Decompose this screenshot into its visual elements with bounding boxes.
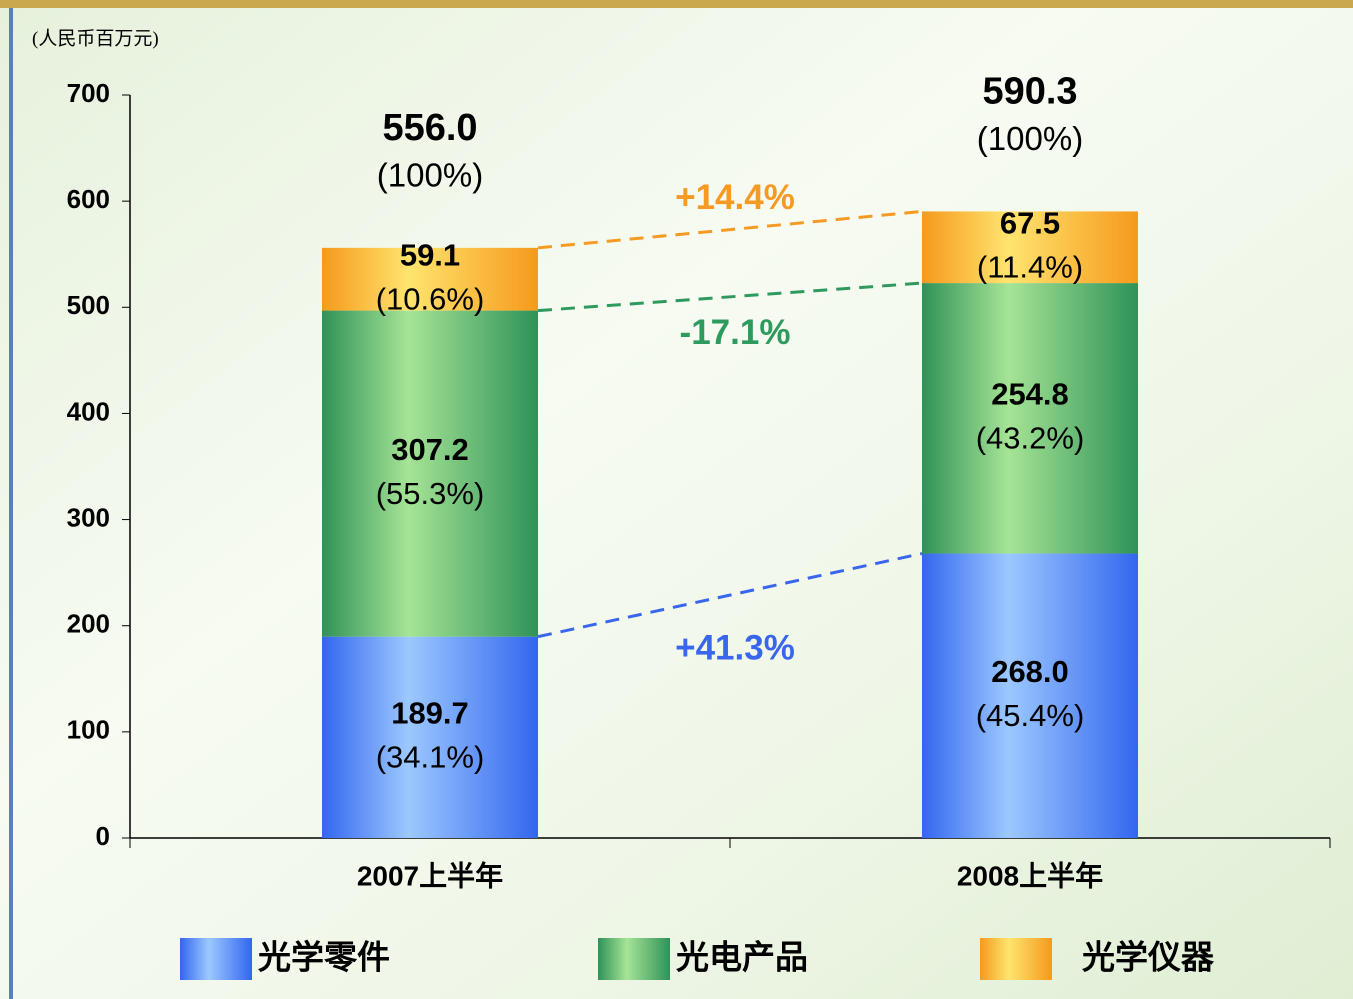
legend-swatch [980,938,1052,980]
x-tick-label: 2007上半年 [357,859,503,891]
value-label: 67.5 [1000,205,1060,240]
legend-swatch [598,938,670,980]
unit-label: (人民币百万元) [32,27,159,49]
total-label: 590.3 [982,70,1077,112]
legend-label: 光学零件 [258,939,390,976]
legend-label: 光电产品 [676,939,808,976]
y-tick-label: 100 [67,715,110,745]
bar-segment [322,247,538,311]
bar-segment [922,553,1138,838]
total-label: 556.0 [382,107,477,149]
value-label: 268.0 [991,654,1069,689]
value-label: 189.7 [391,696,469,731]
total-share-label: (100%) [977,120,1083,157]
bar-segment [322,636,538,838]
growth-connector [537,281,923,313]
value-label: 254.8 [991,376,1069,411]
share-label: (45.4%) [976,698,1085,733]
value-label: 59.1 [400,237,460,272]
x-tick-label: 2008上半年 [957,859,1103,891]
y-tick-label: 400 [67,396,110,426]
growth-label: -17.1% [680,313,791,352]
y-tick-label: 200 [67,609,110,639]
bar-segment [922,211,1138,284]
y-tick-label: 600 [67,184,110,214]
growth-connector [537,209,923,250]
y-tick-label: 500 [67,290,110,320]
share-label: (11.4%) [977,249,1083,284]
y-tick-label: 0 [96,821,110,851]
total-share-label: (100%) [377,157,483,194]
y-tick-label: 300 [67,502,110,532]
bar-segment [322,310,538,637]
share-label: (55.3%) [376,476,485,511]
share-label: (10.6%) [376,281,485,316]
growth-label: +41.3% [675,628,795,667]
bar-segment [922,283,1138,554]
top-band [0,0,1353,8]
y-tick-label: 700 [67,78,110,108]
growth-connector [537,552,923,639]
share-label: (34.1%) [376,740,485,775]
value-label: 307.2 [391,432,469,467]
share-label: (43.2%) [976,420,1085,455]
growth-label: +14.4% [675,178,795,217]
legend-label: 光学仪器 [1082,939,1215,976]
legend-swatch [180,938,252,980]
left-rule [9,8,13,999]
